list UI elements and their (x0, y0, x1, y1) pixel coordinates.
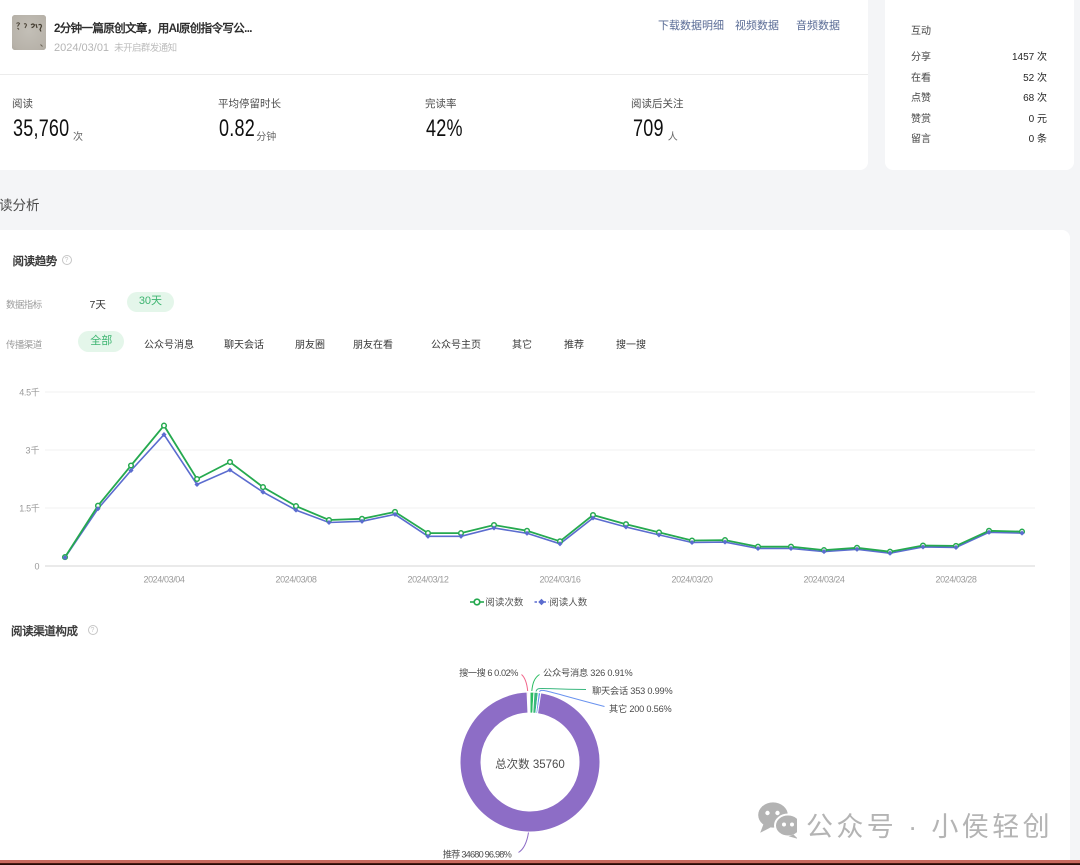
svg-text:2024/03/16: 2024/03/16 (539, 575, 580, 585)
svg-text:4.5千: 4.5千 (19, 388, 40, 398)
svg-text:2024/03/04: 2024/03/04 (143, 575, 184, 585)
svg-text:聊天会话 353 0.99%: 聊天会话 353 0.99% (592, 685, 672, 696)
svg-text:2024/03/20: 2024/03/20 (671, 575, 712, 585)
svg-text:2024/03/28: 2024/03/28 (935, 575, 976, 585)
svg-text:2024/03/24: 2024/03/24 (803, 575, 844, 585)
svg-text:0: 0 (34, 562, 39, 572)
svg-text:1.5千: 1.5千 (19, 504, 40, 514)
svg-text:其它 200 0.56%: 其它 200 0.56% (609, 703, 671, 714)
svg-text:推荐 34680 96.98%: 推荐 34680 96.98% (443, 849, 512, 860)
svg-text:总次数 35760: 总次数 35760 (495, 757, 565, 771)
svg-text:3千: 3千 (25, 446, 39, 456)
svg-text:搜一搜 6 0.02%: 搜一搜 6 0.02% (459, 667, 518, 678)
svg-text:阅读人数: 阅读人数 (549, 597, 588, 609)
svg-text:阅读次数: 阅读次数 (485, 597, 524, 609)
svg-text:2024/03/12: 2024/03/12 (407, 575, 448, 585)
svg-text:2024/03/08: 2024/03/08 (275, 575, 316, 585)
svg-text:公众号消息 326 0.91%: 公众号消息 326 0.91% (543, 667, 632, 678)
